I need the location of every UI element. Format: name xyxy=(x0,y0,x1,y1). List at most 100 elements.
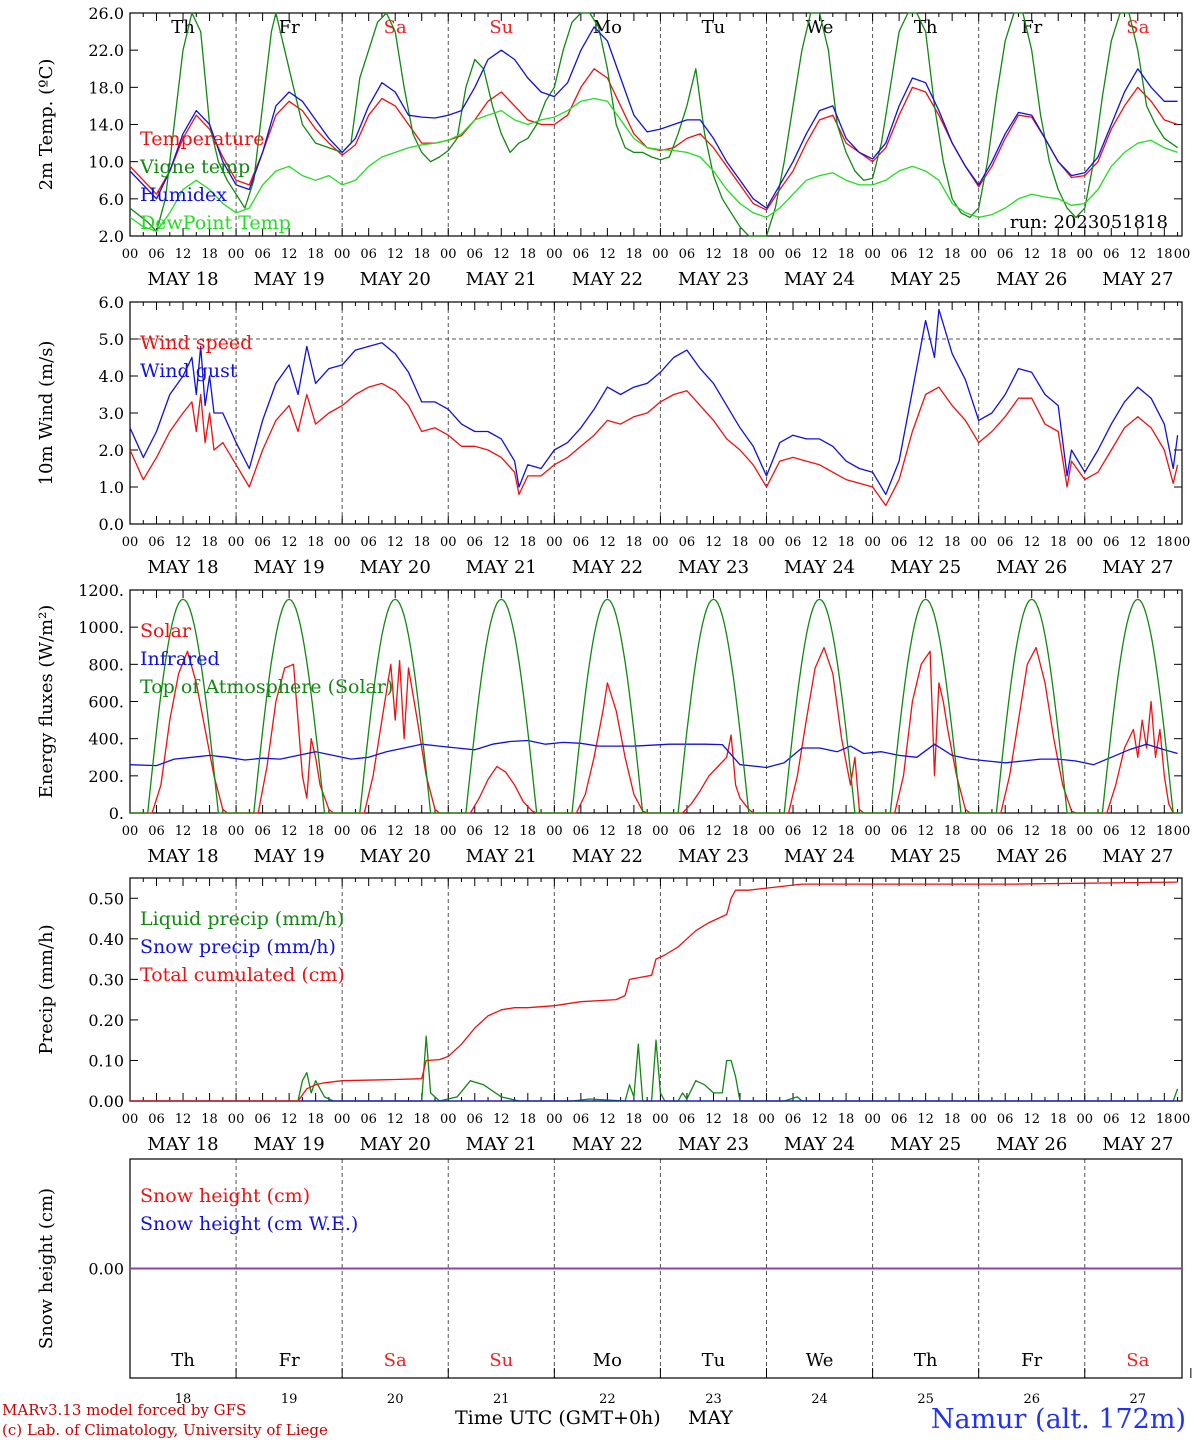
date-label: MAY 24 xyxy=(784,557,855,578)
hour-label: 18 xyxy=(838,247,855,262)
legend-entry: Snow precip (mm/h) xyxy=(140,936,336,958)
x-axis-title: Time UTC (GMT+0h) xyxy=(455,1407,661,1429)
date-label: MAY 18 xyxy=(147,269,218,290)
y-axis-label: Precip (mm/h) xyxy=(36,924,57,1054)
hour-label: 06 xyxy=(466,824,483,839)
hour-label: 00 xyxy=(970,535,987,550)
y-tick-label: 6.0 xyxy=(99,190,124,209)
hour-label: 18 xyxy=(944,1112,961,1127)
hour-label: 06 xyxy=(148,535,165,550)
weekday-label: Tu xyxy=(702,17,726,38)
hour-label: 06 xyxy=(1103,824,1120,839)
y-axis-label: 2m Temp. (ºC) xyxy=(36,59,57,191)
date-label: MAY 19 xyxy=(254,557,325,578)
footer-model-credit: MARv3.13 model forced by GFS xyxy=(2,1401,246,1419)
hour-label: 18 xyxy=(413,824,430,839)
hour-label: 12 xyxy=(493,535,510,550)
date-label: MAY 23 xyxy=(678,269,749,290)
weekday-label: Fr xyxy=(279,1350,300,1371)
date-label: MAY 24 xyxy=(784,846,855,867)
date-label: MAY 20 xyxy=(360,1134,431,1155)
hour-label: 18 xyxy=(732,1112,749,1127)
hour-label: 12 xyxy=(387,535,404,550)
hour-label: 06 xyxy=(254,247,271,262)
date-label: MAY 22 xyxy=(572,557,643,578)
hour-label: 06 xyxy=(997,824,1014,839)
y-tick-label: 1200. xyxy=(78,581,124,600)
hour-label: 12 xyxy=(917,1112,934,1127)
hour-label: 00 xyxy=(546,1112,563,1127)
series-vigne-temp xyxy=(129,12,1178,237)
hour-label: 06 xyxy=(997,247,1014,262)
y-tick-label: 4.0 xyxy=(99,367,124,386)
hour-label: 00 xyxy=(864,247,881,262)
y-tick-label: 0. xyxy=(109,804,124,823)
hour-label: 06 xyxy=(785,247,802,262)
hour-label: 06 xyxy=(148,1112,165,1127)
y-tick-label: 0.40 xyxy=(88,930,124,949)
date-label: MAY 19 xyxy=(254,846,325,867)
hour-label: 06 xyxy=(573,824,590,839)
hour-label: 12 xyxy=(599,535,616,550)
y-tick-label: 0.0 xyxy=(99,515,124,534)
hour-label: 18 xyxy=(413,1112,430,1127)
hour-label: 00 xyxy=(970,247,987,262)
day-number-label: 25 xyxy=(917,1392,934,1407)
weekday-label: Fr xyxy=(1021,17,1042,38)
hour-label: 12 xyxy=(917,535,934,550)
date-label: MAY 20 xyxy=(360,557,431,578)
panel-wind: 0.0 1.0 2.0 3.0 4.0 5.0 6.0 10m Wind (m/s) 00 06 1… xyxy=(36,293,1190,578)
series-dewpoint-temp xyxy=(129,97,1178,233)
series-total-cumulated-cm xyxy=(130,881,1178,1102)
series-temperature xyxy=(129,68,1178,211)
y-axis-label: 10m Wind (m/s) xyxy=(36,341,57,486)
hour-label: 06 xyxy=(148,824,165,839)
hour-label: 00 xyxy=(652,535,669,550)
date-label: MAY 23 xyxy=(678,1134,749,1155)
hour-label: 18 xyxy=(1156,824,1173,839)
date-label: MAY 26 xyxy=(996,269,1067,290)
day-number-label: 27 xyxy=(1130,1392,1147,1407)
hour-label: 06 xyxy=(360,247,377,262)
y-tick-label: 800. xyxy=(88,655,124,674)
hour-label: 18 xyxy=(1156,535,1173,550)
y-tick-label: 0.10 xyxy=(88,1051,124,1070)
hour-label: 12 xyxy=(281,247,298,262)
hour-label: 18 xyxy=(413,247,430,262)
hour-label: 06 xyxy=(891,535,908,550)
hour-label: 12 xyxy=(1130,247,1147,262)
hour-label: 18 xyxy=(838,824,855,839)
hour-label: 00 xyxy=(652,824,669,839)
hour-label: 18 xyxy=(732,535,749,550)
hour-label: 12 xyxy=(1023,1112,1040,1127)
hour-label: 06 xyxy=(679,247,696,262)
hour-label: 06 xyxy=(785,824,802,839)
hour-label: 00 xyxy=(758,535,775,550)
date-label: MAY 22 xyxy=(572,846,643,867)
y-axis-label: Energy fluxes (W/m²) xyxy=(36,605,57,799)
hour-label: 18 xyxy=(520,247,537,262)
date-label: MAY 21 xyxy=(466,269,537,290)
legend-entry: Liquid precip (mm/h) xyxy=(140,908,344,930)
date-label: MAY 25 xyxy=(890,1134,961,1155)
series-wind-gust xyxy=(129,308,1179,496)
legend-entry: Solar xyxy=(140,620,192,642)
hour-label: 00 xyxy=(334,1112,351,1127)
weekday-label: Sa xyxy=(1126,1350,1149,1371)
hour-label: 00 xyxy=(1174,1112,1191,1127)
day-number-label: 21 xyxy=(493,1392,510,1407)
hour-label: 00 xyxy=(440,1112,457,1127)
hour-label: 00 xyxy=(970,1112,987,1127)
y-tick-label: 22.0 xyxy=(88,41,124,60)
hour-label: 12 xyxy=(599,1112,616,1127)
date-label: MAY 20 xyxy=(360,846,431,867)
hour-label: 18 xyxy=(1156,247,1173,262)
hour-label: 18 xyxy=(626,535,643,550)
hour-label: 18 xyxy=(838,535,855,550)
hour-label: 00 xyxy=(758,824,775,839)
hour-label: 00 xyxy=(1174,247,1191,262)
hour-label: 12 xyxy=(705,1112,722,1127)
series-solar xyxy=(130,646,1178,814)
hour-label: 06 xyxy=(466,247,483,262)
hour-label: 06 xyxy=(785,1112,802,1127)
